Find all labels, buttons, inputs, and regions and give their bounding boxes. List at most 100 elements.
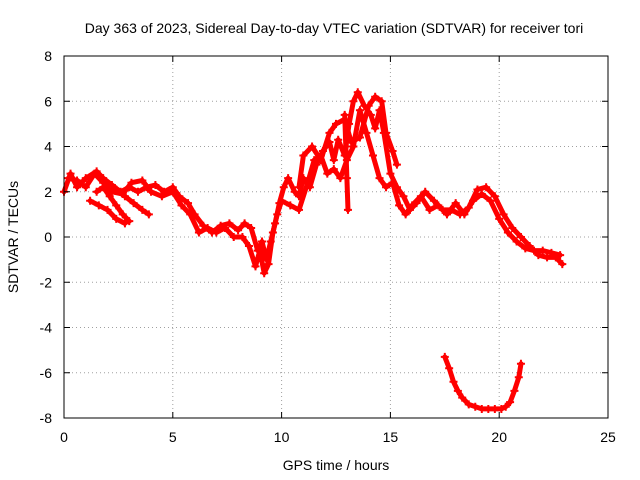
data-point [486, 196, 495, 205]
data-point [449, 377, 458, 386]
data-point [264, 260, 273, 269]
data-point [353, 88, 362, 97]
data-point [458, 393, 467, 402]
data-point [332, 119, 340, 128]
x-axis-label: GPS time / hours [283, 457, 390, 473]
data-point [112, 201, 121, 210]
data-point [477, 190, 486, 199]
data-point [501, 402, 510, 411]
x-tick-label: 20 [491, 429, 507, 445]
data-point [147, 187, 156, 196]
data-point [229, 233, 238, 241]
data-point [308, 142, 317, 151]
data-point [125, 217, 134, 226]
data-point [497, 404, 506, 413]
data-point [399, 192, 408, 201]
data-point [368, 151, 377, 160]
data-point [538, 246, 547, 255]
data-point [471, 402, 480, 411]
chart-title: Day 363 of 2023, Sidereal Day-to-day VTE… [85, 20, 584, 36]
data-point [416, 192, 425, 201]
data-point [212, 228, 221, 237]
data-point [225, 219, 234, 228]
data-point [251, 262, 260, 271]
data-point [508, 223, 517, 232]
data-point [453, 386, 462, 395]
data-point [144, 210, 153, 219]
data-point [168, 187, 177, 196]
data-point [234, 226, 243, 235]
y-axis-ticks: -8 -6 -4 -2 0 2 4 6 8 [40, 48, 608, 426]
data-point [303, 178, 312, 187]
data-point [386, 169, 395, 178]
data-point [371, 92, 380, 101]
data-point [451, 199, 460, 208]
data-point [138, 205, 147, 214]
data-point [521, 244, 530, 253]
data-point [392, 160, 401, 169]
data-point [127, 178, 136, 187]
y-tick-label: 6 [44, 93, 52, 109]
series-line [342, 112, 351, 213]
data-point [138, 176, 147, 185]
data-point [133, 187, 142, 196]
data-point [107, 180, 116, 189]
data-point [244, 242, 253, 251]
data-point [382, 128, 391, 137]
x-tick-label: 0 [60, 429, 68, 445]
data-point [503, 228, 512, 237]
data-point [151, 180, 160, 189]
data-point [268, 228, 277, 237]
data-point [516, 359, 525, 368]
data-point [469, 196, 478, 205]
data-point [99, 183, 108, 192]
data-point [329, 165, 338, 174]
data-point [371, 124, 380, 133]
data-point [273, 210, 282, 219]
data-point [177, 201, 186, 210]
data-point [442, 210, 451, 219]
data-point [186, 210, 195, 219]
data-point [362, 128, 371, 137]
data-point [421, 187, 430, 196]
y-tick-label: -4 [40, 320, 53, 336]
data-point [194, 228, 203, 237]
data-point [516, 233, 525, 241]
data-point [473, 185, 482, 194]
data-point [90, 169, 99, 178]
data-point [284, 174, 293, 183]
data-point [316, 156, 325, 165]
data-point [556, 251, 565, 260]
data-point [445, 364, 454, 373]
y-tick-label: -2 [40, 274, 53, 290]
data-point [349, 97, 358, 106]
data-point [240, 219, 249, 228]
data-point [377, 97, 386, 106]
data-point [341, 142, 350, 151]
data-point [434, 201, 443, 210]
data-point [547, 248, 556, 257]
data-point [157, 192, 166, 201]
data-point [329, 156, 338, 165]
data-point [490, 192, 499, 201]
data-point [184, 199, 193, 208]
data-point [408, 201, 417, 210]
data-point [506, 398, 515, 407]
data-point [203, 223, 212, 232]
data-point [382, 183, 391, 192]
data-point [395, 201, 404, 210]
data-point [510, 386, 519, 395]
data-point [64, 174, 73, 183]
y-tick-label: -6 [40, 365, 53, 381]
data-point [512, 237, 521, 246]
data-point [112, 185, 121, 194]
data-point [464, 400, 473, 409]
data-series [60, 88, 567, 413]
data-point [543, 253, 552, 262]
data-point [342, 174, 351, 183]
data-point [118, 210, 127, 219]
data-point [112, 214, 121, 223]
data-point [334, 135, 343, 144]
data-point [388, 147, 397, 156]
